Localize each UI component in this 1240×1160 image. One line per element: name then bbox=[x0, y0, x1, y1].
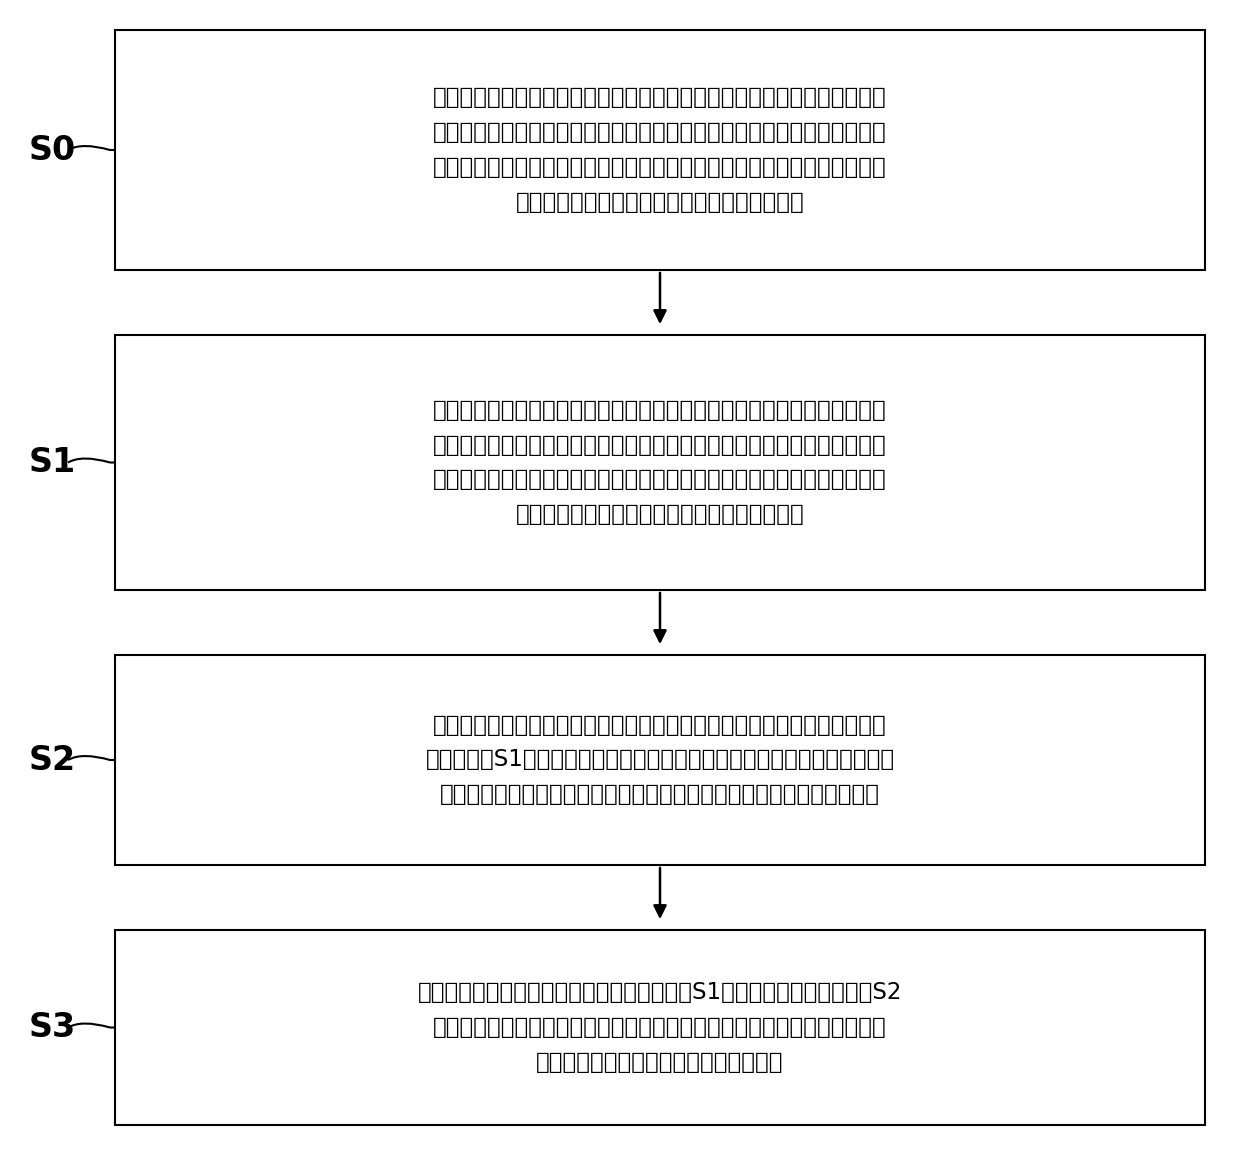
Bar bbox=[115, 335, 1205, 590]
Text: 调整回归方向，当设置于清洁机器人两侧的其中一侧的信号接收装置接收到
不同于步骤S1中接收到的所述引导信号时，配置清洁机器人停止行驶并原地
旋转直至设置于清洁机器: 调整回归方向，当设置于清洁机器人两侧的其中一侧的信号接收装置接收到 不同于步骤S… bbox=[425, 713, 894, 806]
Bar bbox=[115, 30, 1205, 270]
Text: 防碰撞引导，清洁机器人获取防碰撞信号，设置于清洁机器人前部的信号接
收装置接收到防碰撞信号，清洁机器人后退一定距离并旋转，配置清洁机器
人沿防碰撞信号区域边界外: 防碰撞引导，清洁机器人获取防碰撞信号，设置于清洁机器人前部的信号接 收装置接收到… bbox=[433, 87, 887, 213]
Text: S1: S1 bbox=[29, 445, 76, 479]
Text: S0: S0 bbox=[29, 133, 76, 167]
Bar bbox=[115, 655, 1205, 865]
Text: 对位回归，配置清洁机器人依次循环寻找步骤S1中的所述引导信号、步骤S2
中的所述引导信号，直至清洁机器人前部的充电触点接触到充电座的充电部
，清洁机器人完成回归: 对位回归，配置清洁机器人依次循环寻找步骤S1中的所述引导信号、步骤S2 中的所述… bbox=[418, 981, 903, 1074]
Text: S3: S3 bbox=[29, 1012, 76, 1044]
Text: S2: S2 bbox=[29, 744, 76, 776]
Bar bbox=[115, 930, 1205, 1125]
Text: 进入引导区域，清洁机器人获取引导信号，引导信号包括第一引导信号、第
二引导信号，以清洁机器人前进方向为前向，设置于清洁机器人两侧的其中
一侧的信号接收装置接收到: 进入引导区域，清洁机器人获取引导信号，引导信号包括第一引导信号、第 二引导信号，… bbox=[433, 399, 887, 525]
